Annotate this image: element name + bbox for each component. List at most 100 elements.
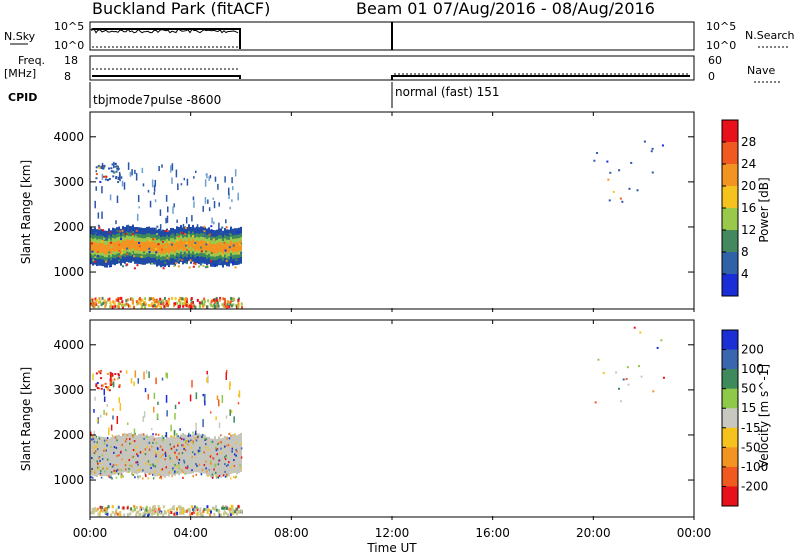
velocity-echo-pixel <box>123 513 126 517</box>
velocity-scatter <box>178 401 180 405</box>
velocity-speckle <box>205 446 207 449</box>
time-tick-label: 00:00 <box>677 526 712 540</box>
power-echo-pixel <box>132 305 135 309</box>
velocity-echo-pixel <box>637 365 640 368</box>
velocity-speckle <box>147 460 150 463</box>
velocity-speckle <box>173 445 175 448</box>
velocity-speckle <box>126 434 129 437</box>
velocity-speckle <box>148 463 150 466</box>
power-speckle <box>194 242 197 245</box>
power-scatter <box>113 161 115 169</box>
velocity-speckle <box>233 464 236 467</box>
velocity-echo-pixel <box>99 505 102 509</box>
velocity-band-column <box>128 432 130 472</box>
power-echo-pixel <box>115 177 118 180</box>
power-speckle <box>223 241 226 244</box>
velocity-speckle <box>235 448 237 451</box>
power-echo-pixel <box>95 302 98 306</box>
power-echo-pixel <box>593 159 596 162</box>
velocity-speckle <box>222 474 225 477</box>
power-scatter <box>101 162 104 170</box>
power-echo-pixel <box>200 301 203 305</box>
velocity-speckle <box>201 434 204 437</box>
velocity-speckle <box>162 437 165 440</box>
power-band-peak <box>236 242 238 252</box>
velocity-echo-pixel <box>172 504 175 508</box>
power-speckle <box>177 235 180 238</box>
power-speckle <box>118 230 121 233</box>
power-echo-pixel <box>192 301 195 305</box>
power-scatter <box>224 176 226 183</box>
velocity-echo-pixel <box>139 512 142 516</box>
velocity-echo-pixel <box>130 507 133 511</box>
velocity-echo-pixel <box>200 513 203 517</box>
velocity-scatter <box>237 402 240 405</box>
power-echo-pixel <box>213 298 216 302</box>
power-scatter <box>101 173 104 180</box>
velocity-echo-pixel <box>180 508 183 512</box>
colorbar-tick-label: 12 <box>741 223 756 237</box>
power-echo-pixel <box>213 303 216 307</box>
velocity-speckle <box>227 463 229 466</box>
power-speckle <box>168 241 171 244</box>
power-band-peak <box>102 243 104 253</box>
velocity-echo-pixel <box>109 513 112 517</box>
velocity-speckle <box>207 448 210 451</box>
velocity-speckle <box>125 470 128 473</box>
velocity-speckle <box>234 476 237 479</box>
velocity-speckle <box>205 466 208 469</box>
velocity-speckle <box>177 446 179 449</box>
velocity-scatter <box>157 401 159 406</box>
velocity-speckle <box>94 471 96 474</box>
power-echo-pixel <box>236 305 239 309</box>
velocity-echo-pixel <box>133 504 136 508</box>
power-speckle <box>97 224 100 227</box>
power-echo-pixel <box>95 298 98 302</box>
power-speckle <box>239 243 242 246</box>
power-band-peak <box>126 239 128 249</box>
power-echo-pixel <box>185 304 188 308</box>
velocity-speckle <box>106 439 108 442</box>
power-scatter <box>123 182 126 190</box>
velocity-echo-pixel <box>164 511 167 515</box>
power-echo-pixel <box>235 303 238 307</box>
velocity-scatter <box>166 410 168 417</box>
velocity-speckle <box>186 467 189 470</box>
power-scatter <box>204 179 207 187</box>
velocity-speckle <box>155 441 158 444</box>
velocity-speckle <box>136 453 138 456</box>
power-scatter <box>183 177 186 181</box>
power-speckle <box>105 260 108 263</box>
velocity-echo-pixel <box>96 382 99 385</box>
nsky-trace-noise <box>92 28 239 34</box>
velocity-speckle <box>93 452 96 455</box>
power-echo-pixel <box>221 303 224 307</box>
power-echo-pixel <box>159 305 162 309</box>
power-scatter <box>171 177 173 184</box>
power-scatter <box>153 184 156 192</box>
velocity-speckle <box>120 469 123 472</box>
colorbar-segment <box>722 369 738 390</box>
power-echo-pixel <box>155 300 158 304</box>
power-scatter <box>172 206 174 214</box>
velocity-echo-pixel <box>662 376 665 379</box>
velocity-speckle <box>200 473 203 476</box>
power-echo-pixel <box>185 300 188 304</box>
velocity-speckle <box>216 453 219 456</box>
colorbar-segment <box>722 388 738 409</box>
velocity-speckle <box>161 435 164 438</box>
velocity-echo-pixel <box>135 511 138 515</box>
power-scatter <box>166 215 169 223</box>
velocity-echo-pixel <box>150 508 153 512</box>
velocity-echo-pixel <box>111 510 114 514</box>
power-echo-pixel <box>218 298 221 302</box>
velocity-speckle <box>178 464 180 467</box>
velocity-echo-pixel <box>234 510 237 514</box>
velocity-scatter <box>203 397 206 403</box>
power-echo-pixel <box>117 297 120 301</box>
power-echo-pixel <box>115 175 118 178</box>
power-speckle <box>175 262 178 265</box>
velocity-speckle <box>117 468 120 471</box>
velocity-speckle <box>104 470 106 473</box>
velocity-speckle <box>106 444 108 447</box>
